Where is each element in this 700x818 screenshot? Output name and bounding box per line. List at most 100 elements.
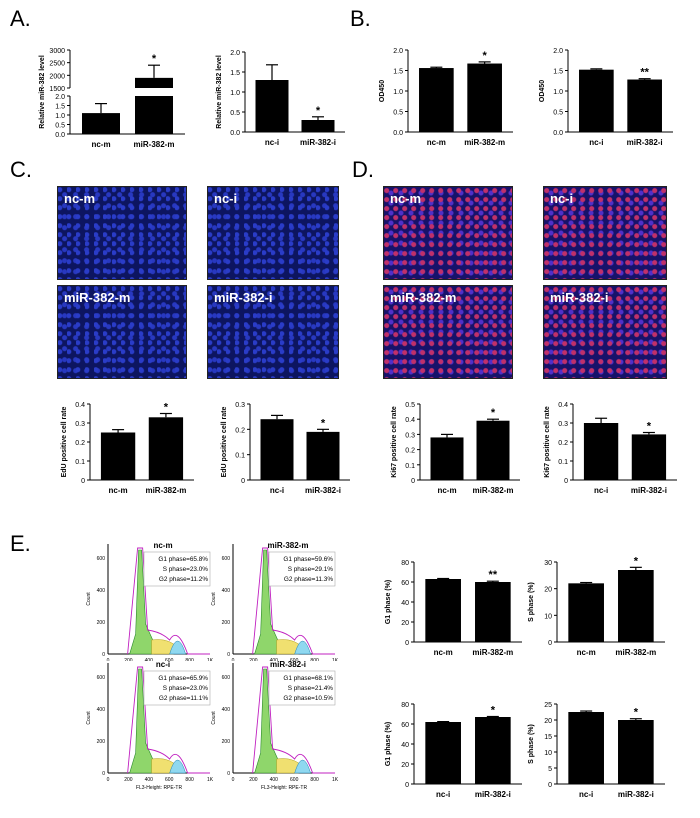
y-tick-label: 20 (401, 762, 409, 769)
y-tick-label: 1500 (49, 86, 65, 93)
x-tick-label: miR-382-i (627, 138, 663, 147)
y-tick-label: 0 (405, 640, 409, 647)
x-tick-label: 400 (270, 777, 279, 783)
significance-marker: * (164, 402, 169, 414)
y-tick-label: 0.1 (558, 459, 568, 466)
micrograph-d-mir-382-i: miR-382-i (543, 285, 667, 379)
x-axis-label: FL3-Height: RPE-TR (261, 785, 308, 791)
y-tick-label: 0 (227, 652, 230, 658)
x-tick-label: 1K (332, 777, 339, 783)
y-tick-label: 1.0 (230, 90, 240, 97)
flow-title: nc-m (153, 541, 172, 550)
bar (419, 68, 454, 132)
bar (475, 582, 511, 642)
x-tick-label: 400 (145, 658, 154, 661)
y-tick-label: 0 (241, 478, 245, 485)
x-tick-label: miR-382-i (631, 486, 667, 495)
panel-letter-e: E. (10, 531, 31, 556)
y-tick-label: 1.5 (553, 69, 563, 76)
y-axis-label: G1 phase (%) (385, 580, 392, 624)
y-axis-label: EdU positive cell rate (61, 406, 68, 477)
x-tick-label: 200 (249, 777, 258, 783)
x-tick-label: 200 (124, 777, 133, 783)
x-tick-label: 0 (232, 658, 235, 661)
y-tick-label: 400 (97, 588, 106, 594)
x-tick-label: miR-382-i (475, 790, 511, 799)
bar (135, 77, 173, 88)
micrograph-label: nc-i (214, 191, 238, 206)
x-tick-label: miR-382-m (134, 140, 175, 149)
panel-letter-b: B. (350, 6, 371, 31)
bar (260, 419, 294, 480)
y-tick-label: 60 (401, 580, 409, 587)
x-tick-label: 0 (107, 777, 110, 783)
flow-s-text: S phase=21.4% (288, 685, 334, 692)
y-tick-label: 0.3 (558, 421, 568, 428)
y-tick-label: 0.5 (230, 110, 240, 117)
significance-marker: * (321, 417, 326, 429)
micrograph-c-mir-382-i: miR-382-i (207, 285, 339, 379)
y-axis-label: Count (86, 711, 92, 725)
significance-marker: ** (640, 67, 649, 79)
y-tick-label: 600 (97, 556, 106, 562)
y-tick-label: 1.0 (393, 89, 403, 96)
y-axis-label: OD450 (539, 80, 546, 102)
micrograph-label: nc-m (390, 191, 422, 206)
y-tick-label: 80 (401, 702, 409, 709)
chart-b-right: 2.0 1.5 1.0 0.5 0.0 OD450 nc-i miR-382-i ** (539, 48, 673, 147)
flow-s-text: S phase=23.0% (163, 685, 209, 692)
chart-e-s-i: 25 20 15 10 5 0 S phase (%) nc-i miR-382-i * (528, 702, 665, 799)
x-tick-label: 0 (232, 777, 235, 783)
panel-letter-c: C. (10, 157, 32, 182)
flow-histogram-mir-382-i: 600 400 200 0 Count 0 200 400 600 800 1K FL3-Height… (211, 660, 339, 791)
x-tick-label: miR-382-i (618, 790, 654, 799)
bar (82, 113, 120, 134)
y-tick-label: 2.0 (230, 50, 240, 57)
bar (568, 583, 604, 642)
flow-title: miR-382-i (270, 660, 306, 669)
y-tick-label: 3000 (49, 48, 65, 55)
y-tick-label: 60 (401, 722, 409, 729)
x-tick-label: 1K (207, 658, 214, 661)
bar (631, 434, 667, 480)
y-tick-label: 0 (548, 640, 552, 647)
flow-stats-box (268, 670, 336, 706)
x-tick-label: nc-m (109, 486, 128, 495)
bar (425, 579, 461, 642)
y-axis-label: S phase (%) (528, 582, 535, 622)
bar (627, 79, 662, 132)
y-tick-label: 400 (97, 707, 106, 713)
flow-stats-box (268, 551, 336, 587)
flow-g2-text: G2 phase=11.1% (159, 695, 208, 702)
flow-g1-text: G1 phase=59.6% (283, 556, 333, 563)
y-axis-label: S phase (%) (528, 724, 535, 764)
y-tick-label: 0.5 (405, 402, 415, 409)
y-tick-label: 400 (222, 707, 231, 713)
significance-marker: * (152, 53, 157, 65)
y-tick-label: 1.0 (55, 113, 65, 120)
bar (467, 63, 502, 132)
x-tick-label: nc-m (427, 138, 446, 147)
micrograph-label: miR-382-i (214, 290, 273, 305)
x-tick-label: 1K (207, 777, 214, 783)
panel-letter-a: A. (10, 6, 31, 31)
y-tick-label: 0 (564, 478, 568, 485)
y-tick-label: 0 (227, 771, 230, 777)
y-tick-label: 0.5 (55, 123, 65, 130)
significance-marker: * (483, 50, 488, 62)
y-tick-label: 0.1 (75, 459, 85, 466)
x-tick-label: 200 (124, 658, 133, 661)
y-tick-label: 1.5 (393, 69, 403, 76)
flow-g2-text: G2 phase=10.5% (283, 695, 333, 702)
bar (148, 417, 184, 480)
y-tick-label: 0.4 (75, 402, 85, 409)
y-tick-label: 0 (548, 782, 552, 789)
y-axis-label: Count (211, 711, 217, 725)
flow-g2-text: G2 phase=11.2% (159, 576, 208, 583)
micrograph-d-mir-382-m: miR-382-m (383, 285, 513, 379)
g2-peak (294, 759, 311, 774)
y-tick-label: 0.5 (553, 110, 563, 117)
flow-g1-text: G1 phase=65.9% (158, 675, 208, 682)
x-tick-label: 600 (165, 658, 174, 661)
y-tick-label: 400 (222, 588, 231, 594)
